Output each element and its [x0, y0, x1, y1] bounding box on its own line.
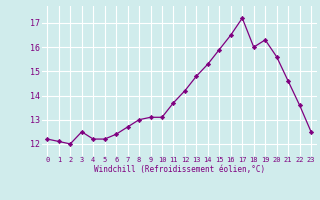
- X-axis label: Windchill (Refroidissement éolien,°C): Windchill (Refroidissement éolien,°C): [94, 165, 265, 174]
